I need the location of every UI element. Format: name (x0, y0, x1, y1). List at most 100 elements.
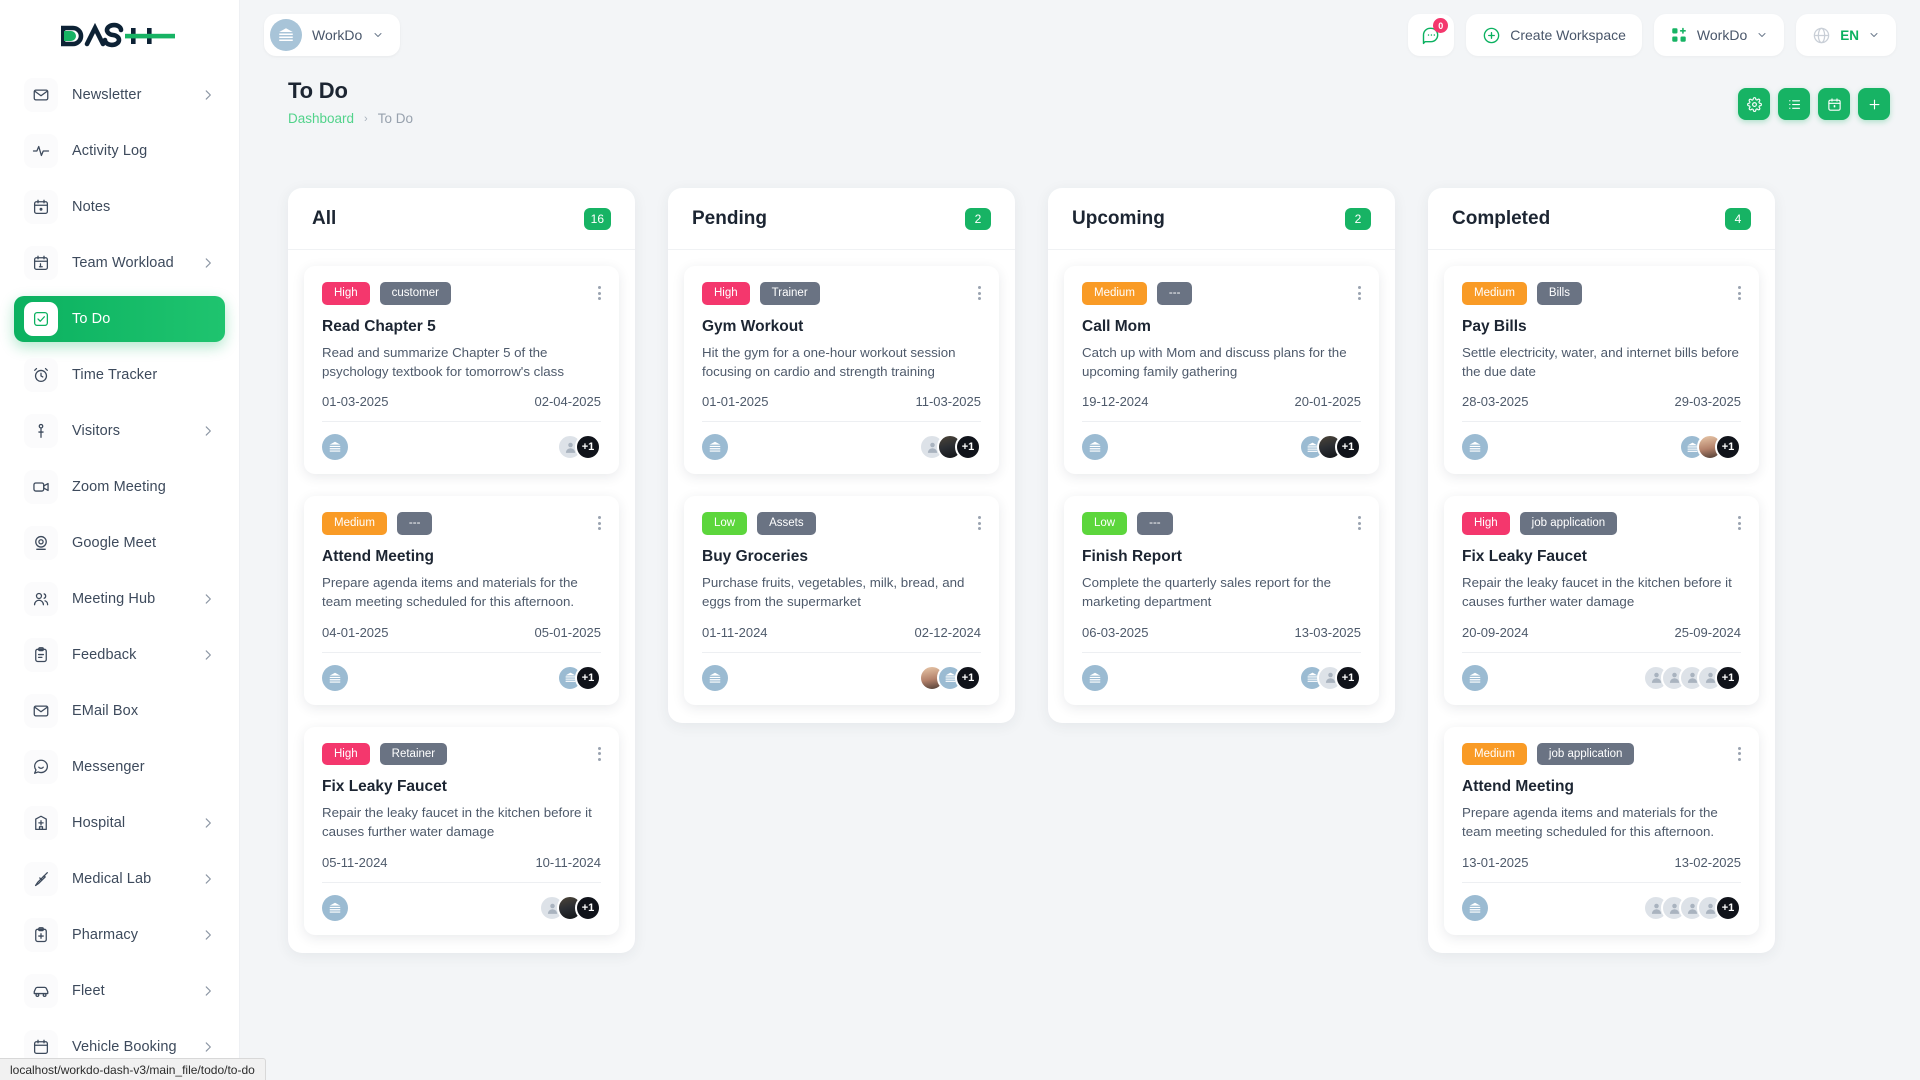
card-footer: +1 (322, 651, 601, 691)
priority-badge: High (322, 742, 370, 766)
sidebar-item-google-meet[interactable]: Google Meet (14, 520, 225, 566)
calendar-team-icon (24, 246, 58, 280)
task-card[interactable]: High customer Read Chapter 5 Read and su… (304, 266, 619, 475)
category-badge: customer (379, 282, 451, 305)
language-switcher[interactable]: EN (1796, 14, 1896, 56)
card-footer: +1 (1462, 882, 1741, 922)
sidebar-item-time-tracker[interactable]: Time Tracker (14, 352, 225, 398)
card-menu-button[interactable] (1736, 284, 1743, 302)
sidebar-item-visitors[interactable]: Visitors (14, 408, 225, 454)
card-footer: +1 (322, 421, 601, 461)
category-badge: job application (1536, 742, 1635, 766)
workspace-menu-button[interactable]: WorkDo (1653, 14, 1785, 56)
sidebar-item-notes[interactable]: Notes (14, 184, 225, 230)
card-menu-button[interactable] (1356, 284, 1363, 302)
card-menu-button[interactable] (976, 284, 983, 302)
avatar-overflow-count[interactable]: +1 (1715, 664, 1741, 691)
workspace-switcher[interactable]: WorkDo (264, 14, 401, 56)
task-card[interactable]: Medium job application Attend Meeting Pr… (1444, 726, 1759, 936)
category-badge: Assets (757, 512, 816, 536)
card-menu-button[interactable] (1736, 745, 1743, 763)
avatar-overflow-count[interactable]: +1 (1715, 895, 1741, 922)
sidebar-item-label: Time Tracker (72, 367, 158, 383)
chevron-right-icon (205, 1042, 211, 1052)
sidebar-item-label: Notes (72, 199, 111, 215)
sidebar-item-pharmacy[interactable]: Pharmacy (14, 912, 225, 958)
task-card[interactable]: High Trainer Gym Workout Hit the gym for… (684, 266, 999, 475)
hospital-icon (24, 806, 58, 840)
sidebar-item-medical-lab[interactable]: Medical Lab (14, 856, 225, 902)
avatar-stack: +1 (557, 664, 601, 691)
sidebar-item-team-workload[interactable]: Team Workload (14, 240, 225, 286)
avatar-overflow-count[interactable]: +1 (1335, 434, 1361, 461)
settings-button[interactable] (1738, 88, 1770, 120)
card-menu-button[interactable] (596, 284, 603, 302)
category-badge: --- (396, 512, 433, 536)
avatar-overflow-count[interactable]: +1 (1715, 434, 1741, 461)
avatar-overflow-count[interactable]: +1 (1335, 664, 1361, 691)
card-footer: +1 (322, 882, 601, 922)
card-footer: +1 (1462, 421, 1741, 461)
sidebar-item-label: Google Meet (72, 535, 157, 551)
sidebar-item-fleet[interactable]: Fleet (14, 968, 225, 1014)
card-description: Repair the leaky faucet in the kitchen b… (1462, 575, 1732, 609)
column-title: Completed (1452, 207, 1551, 229)
app-logo[interactable] (0, 0, 239, 72)
sidebar-item-hospital[interactable]: Hospital (14, 800, 225, 846)
task-card[interactable]: Low Assets Buy Groceries Purchase fruits… (684, 496, 999, 705)
dash-logo-icon (60, 22, 175, 48)
gear-icon (1746, 96, 1762, 112)
sidebar-item-meeting-hub[interactable]: Meeting Hub (14, 576, 225, 622)
column-count-badge: 16 (583, 207, 611, 230)
list-view-button[interactable] (1778, 88, 1810, 120)
globe-icon (1813, 27, 1830, 43)
task-card[interactable]: High job application Fix Leaky Faucet Re… (1444, 496, 1759, 705)
task-card[interactable]: High Retainer Fix Leaky Faucet Repair th… (304, 726, 619, 936)
breadcrumb-dashboard[interactable]: Dashboard (288, 111, 355, 126)
card-menu-button[interactable] (1356, 514, 1363, 532)
card-tags: Low Assets (702, 512, 981, 536)
card-description: Catch up with Mom and discuss plans for … (1082, 344, 1347, 379)
task-card[interactable]: Medium Bills Pay Bills Settle electricit… (1444, 266, 1759, 475)
card-start-date: 01-11-2024 (702, 624, 768, 640)
chevron-right-icon (205, 90, 211, 100)
sidebar-item-email-box[interactable]: EMail Box (14, 688, 225, 734)
avatar-overflow-count[interactable]: +1 (575, 434, 601, 461)
task-card[interactable]: Medium --- Call Mom Catch up with Mom an… (1064, 266, 1379, 475)
card-title: Gym Workout (702, 317, 804, 335)
card-start-date: 01-03-2025 (322, 394, 389, 410)
sidebar-item-label: Newsletter (72, 87, 142, 103)
avatar-overflow-count[interactable]: +1 (955, 664, 981, 691)
chevron-right-icon (205, 258, 211, 268)
calendar-view-button[interactable] (1818, 88, 1850, 120)
card-menu-button[interactable] (976, 514, 983, 532)
sidebar-item-to-do[interactable]: To Do (14, 296, 225, 342)
column-cards: High customer Read Chapter 5 Read and su… (288, 250, 635, 953)
card-menu-button[interactable] (596, 745, 603, 763)
avatar-stack: +1 (1643, 895, 1741, 922)
create-workspace-button[interactable]: Create Workspace (1466, 14, 1642, 56)
breadcrumb-current: To Do (377, 111, 413, 126)
sidebar-item-label: Team Workload (72, 255, 174, 271)
sidebar-item-newsletter[interactable]: Newsletter (14, 72, 225, 118)
task-card[interactable]: Medium --- Attend Meeting Prepare agenda… (304, 496, 619, 705)
browser-status-bar: localhost/workdo-dash-v3/main_file/todo/… (0, 1058, 266, 1080)
sidebar-item-feedback[interactable]: Feedback (14, 632, 225, 678)
avatar-overflow-count[interactable]: +1 (575, 895, 601, 922)
sidebar-item-label: Feedback (72, 647, 137, 663)
avatar-overflow-count[interactable]: +1 (955, 434, 981, 461)
sidebar-item-messenger[interactable]: Messenger (14, 744, 225, 790)
card-dates: 01-11-2024 02-12-2024 (702, 625, 981, 640)
card-menu-button[interactable] (1736, 514, 1743, 532)
workspace-menu-label: WorkDo (1696, 27, 1748, 43)
column-header: Upcoming 2 (1048, 188, 1395, 250)
sidebar-item-activity-log[interactable]: Activity Log (14, 128, 225, 174)
priority-badge: Low (702, 512, 748, 536)
sidebar-item-zoom-meeting[interactable]: Zoom Meeting (14, 464, 225, 510)
category-badge: Retainer (379, 742, 448, 766)
avatar-overflow-count[interactable]: +1 (575, 664, 601, 691)
task-card[interactable]: Low --- Finish Report Complete the quart… (1064, 496, 1379, 705)
messages-button[interactable]: 0 (1408, 14, 1455, 56)
card-menu-button[interactable] (596, 514, 603, 532)
add-task-button[interactable] (1858, 88, 1890, 120)
